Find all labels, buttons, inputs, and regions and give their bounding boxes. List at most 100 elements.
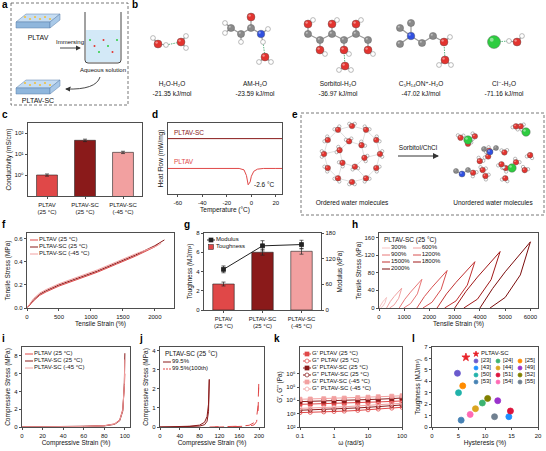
svg-text:Compressive Strain (%): Compressive Strain (%) <box>178 439 247 447</box>
svg-text:40: 40 <box>368 287 375 293</box>
svg-text:10⁰: 10⁰ <box>14 172 24 178</box>
svg-text:40: 40 <box>60 433 67 439</box>
svg-text:80: 80 <box>368 270 375 276</box>
svg-text:Cl⁻-H₂O: Cl⁻-H₂O <box>492 80 516 87</box>
svg-text:PLTAV-SC (25 °C): PLTAV-SC (25 °C) <box>165 350 217 358</box>
svg-text:-21.35 kJ/mol: -21.35 kJ/mol <box>152 90 192 97</box>
svg-text:0: 0 <box>424 424 428 430</box>
svg-text:20: 20 <box>535 433 542 439</box>
svg-text:100: 100 <box>120 433 131 439</box>
svg-text:4: 4 <box>152 348 156 354</box>
svg-text:Compressive Stress (MPa): Compressive Stress (MPa) <box>4 348 12 426</box>
svg-text:PLTAV: PLTAV <box>28 34 49 41</box>
svg-text:Modulus (kPa): Modulus (kPa) <box>336 251 344 293</box>
svg-text:0: 0 <box>250 200 254 206</box>
svg-text:C₅H₁₄ON⁺-H₂O: C₅H₁₄ON⁺-H₂O <box>399 80 443 87</box>
svg-text:2000: 2000 <box>148 314 162 320</box>
svg-text:0.4: 0.4 <box>14 259 23 265</box>
svg-text:0.1: 0.1 <box>296 433 305 439</box>
svg-text:15: 15 <box>508 433 515 439</box>
svg-text:500: 500 <box>54 314 65 320</box>
svg-text:-60: -60 <box>173 200 182 206</box>
svg-text:2000: 2000 <box>423 314 437 320</box>
svg-text:10²: 10² <box>287 424 296 430</box>
svg-text:Toughness (MJ/m³): Toughness (MJ/m³) <box>414 359 422 415</box>
svg-text:4: 4 <box>196 269 200 275</box>
svg-text:Conductivity (mS/cm): Conductivity (mS/cm) <box>5 129 13 191</box>
svg-text:1000: 1000 <box>398 314 412 320</box>
svg-text:2: 2 <box>424 401 428 407</box>
svg-text:4: 4 <box>424 378 428 384</box>
svg-text:3: 3 <box>152 367 156 373</box>
svg-text:2: 2 <box>196 288 200 294</box>
svg-text:PLTAV-SC: PLTAV-SC <box>174 129 204 136</box>
svg-text:160: 160 <box>364 235 375 241</box>
svg-text:160: 160 <box>234 433 245 439</box>
svg-text:0.6: 0.6 <box>14 236 23 242</box>
svg-text:10³: 10³ <box>287 411 296 417</box>
svg-text:Immersing: Immersing <box>56 39 84 45</box>
svg-text:1500: 1500 <box>116 314 130 320</box>
svg-text:Heat Flow (mW/mg): Heat Flow (mW/mg) <box>157 130 165 188</box>
svg-text:PLTAV-SC(-45 °C): PLTAV-SC(-45 °C) <box>288 316 316 330</box>
svg-text:2: 2 <box>14 406 18 412</box>
svg-text:Unordered water molecules: Unordered water molecules <box>453 199 533 206</box>
svg-text:Tensile Strain (%): Tensile Strain (%) <box>75 320 126 328</box>
svg-text:6: 6 <box>14 371 18 377</box>
svg-text:PLTAV-SC (25 °C): PLTAV-SC (25 °C) <box>384 236 436 244</box>
svg-text:Tensile Stress (kPa): Tensile Stress (kPa) <box>355 242 363 300</box>
svg-text:PLTAV: PLTAV <box>174 158 194 165</box>
svg-text:80: 80 <box>196 433 203 439</box>
svg-text:120: 120 <box>364 252 375 258</box>
svg-text:2: 2 <box>152 386 156 392</box>
svg-text:60: 60 <box>80 433 87 439</box>
svg-text:0: 0 <box>152 424 156 430</box>
svg-text:5000: 5000 <box>499 314 513 320</box>
svg-text:Hysteresis (%): Hysteresis (%) <box>464 439 506 447</box>
svg-text:10²: 10² <box>15 130 24 136</box>
svg-text:PLTAV-SC: PLTAV-SC <box>22 97 54 104</box>
svg-text:H₂O-H₂O: H₂O-H₂O <box>159 80 186 87</box>
svg-text:PLTAV-SC(-45 °C): PLTAV-SC(-45 °C) <box>109 202 137 216</box>
svg-text:6: 6 <box>424 356 428 362</box>
svg-text:PLTAV-SC(25 °C): PLTAV-SC(25 °C) <box>71 202 99 216</box>
svg-text:60: 60 <box>326 281 333 287</box>
svg-text:0: 0 <box>377 314 381 320</box>
svg-text:0: 0 <box>158 433 162 439</box>
svg-text:0: 0 <box>196 307 200 313</box>
svg-text:0.2: 0.2 <box>14 282 23 288</box>
svg-text:1: 1 <box>152 405 156 411</box>
svg-text:8: 8 <box>14 353 18 359</box>
svg-text:AM-H₂O: AM-H₂O <box>243 80 267 87</box>
svg-text:0: 0 <box>20 433 24 439</box>
svg-text:5: 5 <box>424 367 428 373</box>
svg-text:Toughness (MJ/m³): Toughness (MJ/m³) <box>186 244 194 300</box>
svg-text:20: 20 <box>273 200 280 206</box>
svg-text:6: 6 <box>196 249 200 255</box>
svg-text:10: 10 <box>482 433 489 439</box>
svg-text:Sorbitol/ChCl: Sorbitol/ChCl <box>399 144 438 151</box>
svg-text:3: 3 <box>424 390 428 396</box>
svg-text:80: 80 <box>101 433 108 439</box>
svg-text:1000: 1000 <box>84 314 98 320</box>
svg-text:4000: 4000 <box>473 314 487 320</box>
svg-text:Ordered water molecules: Ordered water molecules <box>316 199 389 206</box>
svg-text:-23.59 kJ/mol: -23.59 kJ/mol <box>235 90 275 97</box>
svg-text:6000: 6000 <box>524 314 538 320</box>
svg-text:4: 4 <box>14 389 18 395</box>
svg-text:0: 0 <box>14 424 18 430</box>
svg-text:7: 7 <box>424 344 428 350</box>
svg-text:20: 20 <box>39 433 46 439</box>
svg-text:180: 180 <box>326 230 337 236</box>
svg-text:10⁴: 10⁴ <box>286 397 296 403</box>
svg-text:-40: -40 <box>198 200 207 206</box>
svg-text:-2.6 °C: -2.6 °C <box>254 181 275 188</box>
svg-text:0.0: 0.0 <box>14 305 23 311</box>
svg-text:PLTAV-SC(25 °C): PLTAV-SC(25 °C) <box>249 316 277 330</box>
svg-text:Temperature (°C): Temperature (°C) <box>200 206 250 214</box>
svg-text:3000: 3000 <box>448 314 462 320</box>
svg-text:PLTAV(25 °C): PLTAV(25 °C) <box>214 316 233 330</box>
svg-text:Sorbitol-H₂O: Sorbitol-H₂O <box>320 80 356 87</box>
svg-text:0: 0 <box>25 314 29 320</box>
svg-text:10⁶: 10⁶ <box>286 371 296 377</box>
